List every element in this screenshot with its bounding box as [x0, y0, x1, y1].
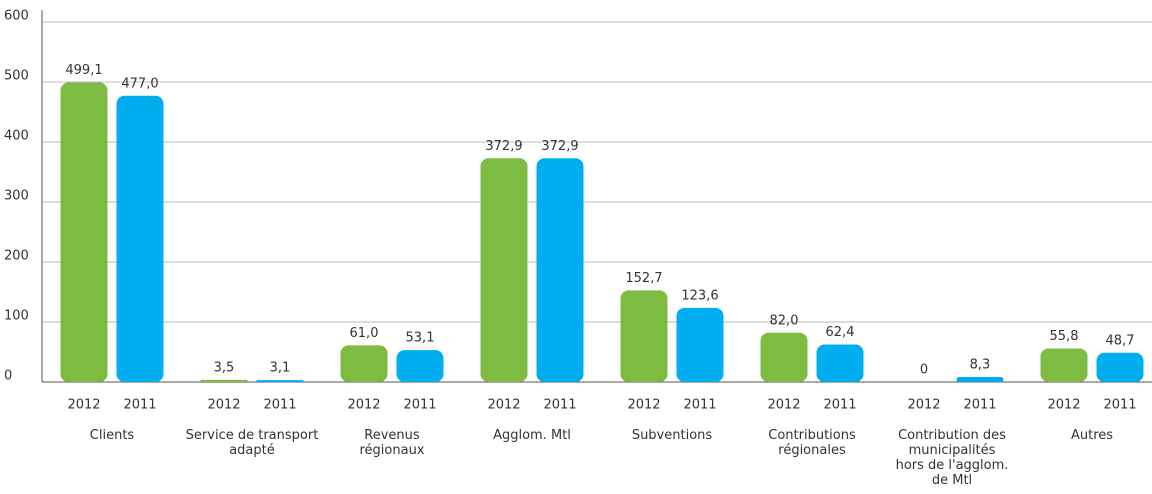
series-label: 2012	[1047, 398, 1080, 413]
bar	[60, 82, 108, 382]
x-tick-label-line: Subventions	[632, 428, 713, 443]
x-tick-label-line: municipalités	[909, 443, 996, 458]
value-label: 3,1	[270, 361, 291, 376]
y-tick-label: 200	[4, 249, 29, 264]
series-label: 2012	[207, 398, 240, 413]
value-label: 8,3	[970, 358, 991, 373]
value-label: 123,6	[681, 288, 718, 303]
value-label: 61,0	[350, 326, 379, 341]
value-label: 53,1	[406, 331, 435, 346]
bar	[340, 345, 388, 382]
bar	[620, 290, 668, 382]
bar	[1096, 352, 1144, 382]
value-label: 3,5	[214, 360, 235, 375]
x-tick-label-line: hors de l'agglom.	[896, 458, 1009, 473]
x-tick-label: Contributions régionales	[768, 428, 856, 458]
value-label: 0	[920, 363, 928, 378]
series-label: 2011	[263, 398, 296, 413]
bar	[256, 380, 304, 382]
series-label: 2011	[403, 398, 436, 413]
series-label: 2011	[963, 398, 996, 413]
y-tick-label: 500	[4, 69, 29, 84]
x-tick-label-line: Contribution des	[898, 428, 1006, 443]
x-tick-label-line: régionales	[778, 443, 846, 458]
x-tick-label-line: Clients	[90, 428, 135, 443]
bar	[676, 307, 724, 382]
bar	[1040, 348, 1088, 382]
x-tick-label: Autres	[1071, 428, 1113, 443]
x-tick-label-line: Agglom. Mtl	[493, 428, 571, 443]
bar	[116, 95, 164, 383]
x-tick-label-line: Contributions	[768, 428, 856, 443]
value-label: 499,1	[65, 63, 102, 78]
x-tick-label: Contribution des municipalités hors de l'a…	[896, 428, 1009, 488]
x-tick-label: Clients	[90, 428, 135, 443]
series-label: 2011	[823, 398, 856, 413]
value-label: 48,7	[1106, 333, 1135, 348]
value-label: 82,0	[770, 313, 799, 328]
series-label: 2012	[627, 398, 660, 413]
series-label: 2012	[347, 398, 380, 413]
y-tick-label: 100	[4, 309, 29, 324]
x-tick-label-line: adapté	[229, 443, 275, 458]
x-tick-label-line: Service de transport	[186, 428, 319, 443]
value-label: 62,4	[826, 325, 855, 340]
bar	[480, 158, 528, 382]
x-tick-label-line: de Mtl	[932, 473, 972, 488]
bar	[816, 344, 864, 382]
series-label: 2012	[67, 398, 100, 413]
x-tick-label: Service de transport adapté	[186, 428, 319, 458]
series-label: 2011	[683, 398, 716, 413]
x-tick-label: Agglom. Mtl	[493, 428, 571, 443]
series-label: 2011	[543, 398, 576, 413]
bar	[396, 350, 444, 382]
series-label: 2012	[487, 398, 520, 413]
bar	[536, 158, 584, 382]
series-label: 2012	[767, 398, 800, 413]
value-label: 477,0	[121, 76, 158, 91]
y-tick-label: 600	[4, 9, 29, 24]
series-label: 2011	[123, 398, 156, 413]
x-tick-label-line: régionaux	[359, 443, 424, 458]
bar	[200, 379, 248, 382]
bar	[956, 377, 1004, 382]
series-label: 2011	[1103, 398, 1136, 413]
value-label: 372,9	[485, 139, 522, 154]
series-label: 2012	[907, 398, 940, 413]
x-tick-label-line: Revenus	[364, 428, 420, 443]
x-tick-label: Revenus régionaux	[359, 428, 424, 458]
x-tick-label: Subventions	[632, 428, 713, 443]
x-tick-label-line: Autres	[1071, 428, 1113, 443]
y-tick-label: 400	[4, 129, 29, 144]
value-label: 55,8	[1050, 329, 1079, 344]
bar	[760, 332, 808, 382]
y-tick-label: 0	[4, 369, 12, 384]
value-label: 152,7	[625, 271, 662, 286]
y-tick-label: 300	[4, 189, 29, 204]
value-label: 372,9	[541, 139, 578, 154]
